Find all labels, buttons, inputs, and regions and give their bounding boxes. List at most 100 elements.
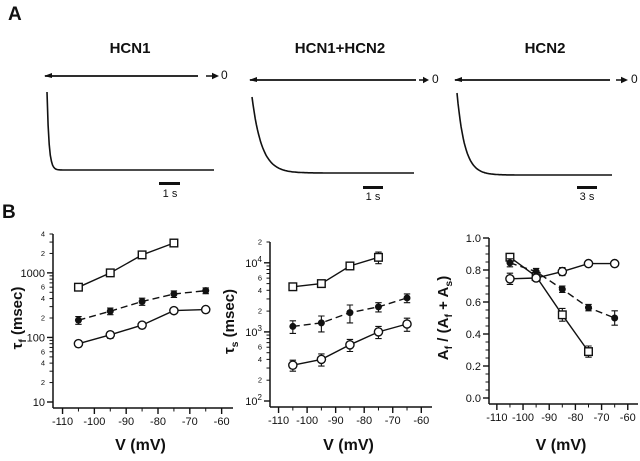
trace-title-hcn1: HCN1 — [109, 40, 151, 57]
trace-title-hcn2: HCN2 — [524, 40, 566, 57]
y-axis-title: Af / (Af + As) — [435, 276, 455, 360]
y-minor-tick-label: 2 — [258, 376, 262, 385]
marker-circle-filled — [558, 285, 566, 293]
x-tick-label: -60 — [620, 412, 636, 424]
current-decay-trace — [456, 92, 612, 176]
marker-square-open — [316, 279, 326, 289]
series-open-circle — [288, 317, 412, 372]
x-axis-ticks: -110 -100 -90 -80 -70 -60 — [268, 407, 429, 427]
panel-b-label: B — [2, 202, 16, 223]
marker-circle-filled — [374, 303, 382, 311]
series-open-square — [73, 238, 179, 292]
marker-square-open — [137, 250, 147, 260]
marker-circle-open — [531, 273, 541, 283]
scalebar-label: 3 s — [579, 191, 595, 203]
x-tick-label: -80 — [567, 412, 583, 424]
trace-start-transient — [249, 77, 257, 82]
trace-group-2 — [454, 76, 628, 176]
y-minor-tick-label: 2 — [41, 378, 45, 387]
trace-group-0 — [44, 72, 219, 171]
marker-circle-filled — [138, 298, 146, 306]
y-tick-label: 102 — [245, 393, 262, 408]
y-axis-ticks: 102 2 4 6 103 2 4 6 104 2 — [245, 238, 270, 408]
marker-square-open — [105, 268, 115, 278]
y-axis-title: τf (msec) — [9, 287, 29, 350]
y-tick-label: 0.4 — [466, 329, 481, 341]
y-tick-label: 1000 — [21, 268, 45, 280]
scalebar — [159, 182, 180, 185]
scalebar — [363, 186, 383, 189]
marker-circle-open — [73, 338, 84, 349]
marker-circle-open — [200, 304, 211, 315]
x-axis-title: V (mV) — [323, 437, 374, 454]
marker-circle-open — [373, 327, 384, 337]
y-minor-tick-label: 6 — [41, 347, 45, 356]
marker-circle-filled — [170, 290, 178, 298]
x-tick-label: -80 — [150, 416, 166, 428]
x-tick-label: -60 — [413, 415, 429, 427]
marker-circle-filled — [289, 322, 297, 330]
amplitude-ratio-chart: -110 -100 -90 -80 -70 -60 0.0 0.2 0.4 0.6 0.8 1.0 Af… — [435, 233, 638, 454]
zero-arrowhead-icon — [423, 76, 429, 84]
marker-circle-open — [105, 329, 116, 340]
x-tick-label: -90 — [541, 412, 557, 424]
marker-circle-open — [345, 340, 355, 350]
axis-lines — [52, 234, 233, 409]
zero-current-label: 0 — [631, 72, 638, 86]
marker-circle-open — [169, 305, 179, 316]
series-filled-circle — [74, 287, 210, 325]
y-minor-tick-label: 2 — [258, 238, 262, 247]
marker-circle-filled — [346, 309, 354, 317]
x-tick-label: -60 — [214, 416, 230, 428]
marker-circle-filled — [74, 316, 82, 324]
x-axis-ticks: -110 -100 -90 -80 -70 -60 — [52, 408, 230, 428]
y-tick-label: 104 — [245, 255, 262, 270]
marker-circle-open — [137, 320, 147, 330]
marker-circle-open — [288, 360, 298, 370]
y-minor-tick-label: 2 — [41, 249, 45, 258]
marker-circle-filled — [611, 314, 619, 322]
y-tick-label: 10 — [33, 397, 45, 409]
marker-circle-filled — [106, 307, 114, 315]
y-tick-label: 100 — [27, 332, 45, 344]
series-open-square — [505, 252, 593, 358]
x-axis-title: V (mV) — [115, 437, 166, 454]
x-tick-label: -70 — [385, 415, 401, 427]
zero-arrowhead-icon — [212, 72, 219, 80]
marker-circle-filled — [403, 294, 411, 302]
series-open-circle — [73, 304, 211, 349]
y-axis-ticks: 10 2 4 6 100 2 4 6 1000 2 4 — [21, 230, 53, 409]
x-tick-label: -110 — [486, 412, 507, 424]
marker-square-open — [169, 238, 179, 248]
trace-title-hcn1-hcn2: HCN1+HCN2 — [294, 40, 386, 57]
trace-start-transient — [454, 77, 462, 82]
y-tick-label: 0.0 — [466, 393, 481, 405]
y-minor-tick-label: 6 — [258, 343, 262, 352]
zero-arrowhead-icon — [621, 76, 628, 84]
y-minor-tick-label: 4 — [41, 294, 45, 303]
x-tick-label: -100 — [83, 416, 105, 428]
series-line — [292, 256, 379, 288]
series-open-circle — [505, 258, 620, 285]
y-tick-label: 0.6 — [466, 297, 481, 309]
y-tick-label: 0.8 — [466, 265, 481, 277]
x-tick-label: -70 — [182, 416, 198, 428]
marker-circle-open — [557, 266, 568, 277]
trace-start-transient — [44, 73, 52, 78]
zero-current-label: 0 — [221, 68, 228, 82]
y-minor-tick-label: 2 — [41, 314, 45, 323]
axis-lines — [488, 238, 638, 405]
y-minor-tick-label: 4 — [258, 355, 262, 364]
series-filled-circle — [289, 293, 411, 334]
series-line — [78, 242, 175, 288]
marker-circle-filled — [202, 287, 210, 295]
marker-circle-filled — [584, 304, 592, 312]
marker-square-open — [557, 310, 567, 320]
marker-circle-open — [609, 258, 620, 269]
x-tick-label: -110 — [52, 416, 73, 428]
marker-square-open — [73, 282, 83, 292]
x-tick-label: -100 — [296, 415, 318, 427]
y-minor-tick-label: 2 — [258, 307, 262, 316]
tau-s-chart: -110 -100 -90 -80 -70 -60 102 2 4 6 103 2 4 6 104 2 τs (… — [221, 238, 432, 454]
x-axis-title: V (mV) — [536, 437, 587, 454]
